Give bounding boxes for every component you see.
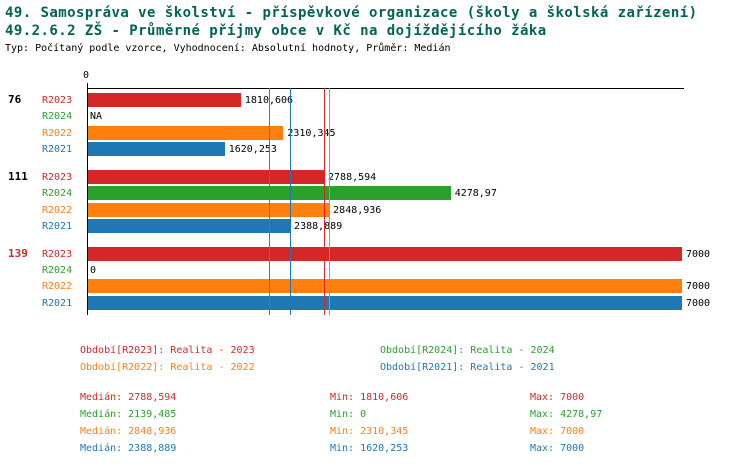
legend-item-r2022: Období[R2022]: Realita - 2022 bbox=[80, 362, 255, 373]
bar-value-label: 2848,936 bbox=[333, 204, 382, 216]
series-label-r2021: R2021 bbox=[42, 221, 73, 232]
bar-value-label: 2310,345 bbox=[287, 127, 336, 139]
median-line-r2022 bbox=[329, 88, 331, 316]
median-line-r2021 bbox=[290, 88, 292, 316]
series-label-r2022: R2022 bbox=[42, 204, 73, 216]
bar-value-label: NA bbox=[90, 111, 103, 123]
legend-item-r2024: Období[R2024]: Realita - 2024 bbox=[380, 345, 555, 356]
bar-chart-plot: 076R20231810,606R2024NAR20222310,345R202… bbox=[8, 70, 711, 316]
stat-median-r2021: Medián: 2388,889 bbox=[80, 443, 177, 454]
median-line-r2023 bbox=[324, 88, 326, 316]
stat-min-r2024: Min: 0 bbox=[330, 409, 367, 420]
stat-median-r2023: Medián: 2788,594 bbox=[80, 392, 177, 403]
series-label-r2023: R2023 bbox=[42, 95, 73, 106]
bar-value-label: 2388,889 bbox=[294, 221, 343, 232]
stat-min-r2023: Min: 1810,606 bbox=[330, 392, 409, 403]
stat-min-r2022: Min: 2310,345 bbox=[330, 426, 409, 437]
bar-value-label: 7000 bbox=[686, 248, 711, 260]
bar-r2023 bbox=[87, 93, 241, 107]
bar-value-label: 4278,97 bbox=[454, 188, 497, 200]
legend-item-r2021: Období[R2021]: Realita - 2021 bbox=[380, 362, 555, 373]
stat-median-r2022: Medián: 2848,936 bbox=[80, 426, 177, 437]
group-label: 139 bbox=[8, 246, 28, 260]
legend-item-r2023: Období[R2023]: Realita - 2023 bbox=[80, 345, 255, 356]
bar-value-label: 1620,253 bbox=[228, 144, 277, 156]
series-label-r2022: R2022 bbox=[42, 127, 73, 139]
stat-min-r2021: Min: 1620,253 bbox=[330, 443, 409, 454]
bar-r2022 bbox=[87, 202, 330, 217]
bar-r2022 bbox=[87, 125, 284, 140]
report-title: 49. Samospráva ve školství - příspěvkové… bbox=[5, 5, 698, 21]
series-label-r2023: R2023 bbox=[42, 171, 73, 183]
bar-r2023 bbox=[87, 169, 325, 184]
x-axis-line bbox=[87, 88, 684, 89]
bar-r2021 bbox=[87, 219, 291, 233]
bar-value-label: 7000 bbox=[686, 297, 711, 309]
bar-r2021 bbox=[87, 295, 682, 310]
series-label-r2024: R2024 bbox=[42, 265, 73, 276]
group-label: 111 bbox=[8, 169, 28, 183]
report-subtitle: 49.2.6.2 ZŠ - Průměrné příjmy obce v Kč … bbox=[5, 23, 547, 39]
median-line-r2024 bbox=[268, 88, 270, 316]
bar-value-label: 7000 bbox=[686, 281, 711, 293]
group-label: 76 bbox=[8, 93, 22, 106]
bar-r2022 bbox=[87, 279, 682, 294]
stat-median-r2024: Medián: 2139,485 bbox=[80, 409, 177, 420]
series-label-r2021: R2021 bbox=[42, 144, 73, 156]
y-axis-line bbox=[87, 88, 88, 316]
chart-meta-line: Typ: Počítaný podle vzorce, Vyhodnocení:… bbox=[5, 43, 451, 54]
stat-max-r2021: Max: 7000 bbox=[530, 443, 585, 454]
series-label-r2022: R2022 bbox=[42, 281, 73, 293]
stat-max-r2022: Max: 7000 bbox=[530, 426, 585, 437]
x-axis-zero-label: 0 bbox=[83, 70, 90, 81]
bar-r2021 bbox=[87, 142, 225, 157]
series-label-r2021: R2021 bbox=[42, 297, 73, 309]
x-axis-zero-tick bbox=[87, 83, 88, 88]
bar-value-label: 0 bbox=[90, 265, 97, 276]
series-label-r2024: R2024 bbox=[42, 111, 73, 123]
bar-r2023 bbox=[87, 246, 682, 261]
series-label-r2023: R2023 bbox=[42, 248, 73, 260]
stat-max-r2024: Max: 4278,97 bbox=[530, 409, 603, 420]
stat-max-r2023: Max: 7000 bbox=[530, 392, 585, 403]
series-label-r2024: R2024 bbox=[42, 188, 73, 200]
bar-value-label: 2788,594 bbox=[328, 171, 377, 183]
